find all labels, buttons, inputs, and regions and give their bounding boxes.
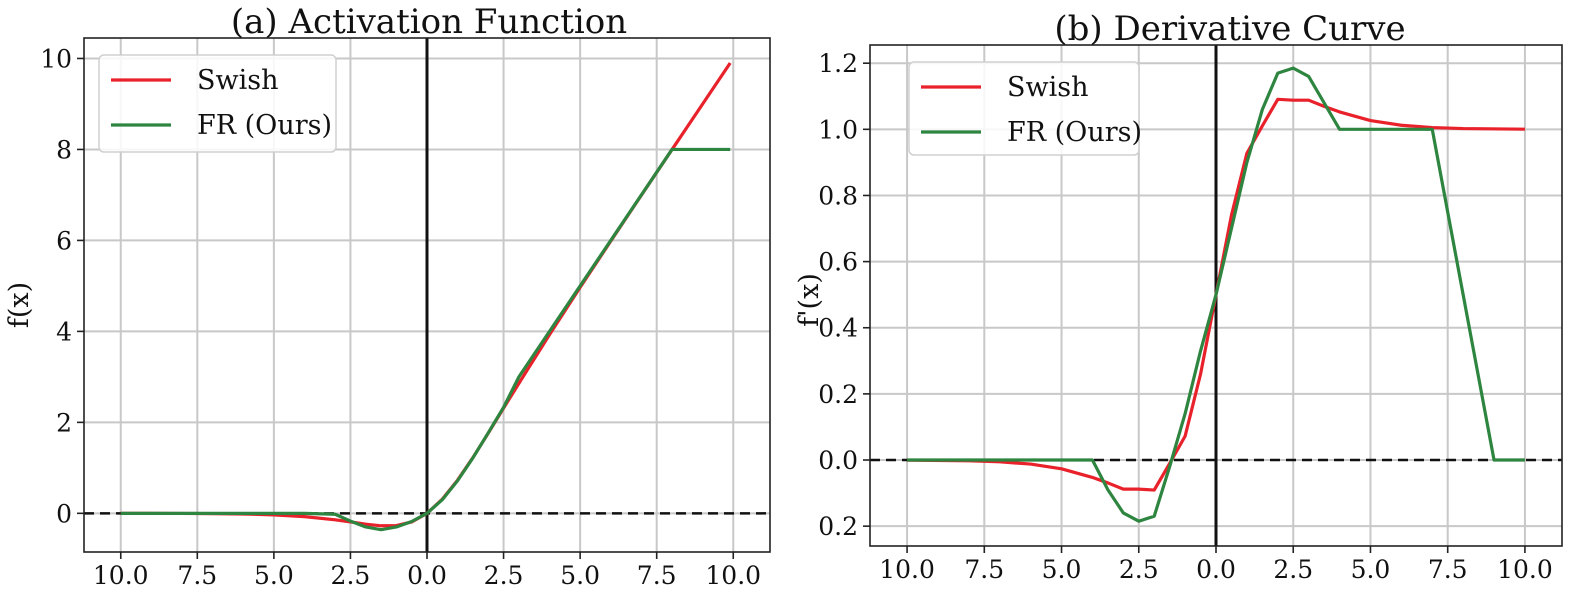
x-tick-label: 2.5 (1119, 555, 1159, 584)
x-tick-label: 5.0 (1351, 555, 1391, 584)
x-tick-label: 5.0 (1042, 555, 1082, 584)
chart-a-ylabel: f(x) (4, 282, 35, 328)
y-tick-label: 8 (56, 135, 72, 164)
derivative-curve-chart: (b) Derivative Curve f'(x) 10.0 7.5 5.0 2.5… (794, 9, 1563, 584)
y-tick-label: 0.4 (818, 314, 858, 343)
y-tick-label: 2 (56, 408, 72, 437)
x-tick-label: 2.5 (331, 561, 371, 590)
y-tick-label: 1.0 (818, 115, 858, 144)
x-tick-label: 7.5 (964, 555, 1004, 584)
y-tick-label: 6 (56, 226, 72, 255)
legend-label-swish: Swish (197, 65, 279, 96)
activation-function-chart: (a) Activation Function f(x) 10.0 7.5 5.0 2… (4, 2, 771, 590)
x-tick-label: 7.5 (177, 561, 217, 590)
legend: Swish FR (Ours) (98, 54, 337, 153)
x-tick-label: 7.5 (637, 561, 677, 590)
chart-b-title: (b) Derivative Curve (1054, 9, 1405, 49)
chart-a-title: (a) Activation Function (231, 2, 627, 42)
chart-b-ylabel: f'(x) (794, 273, 825, 327)
x-tick-label: 10.0 (93, 561, 149, 590)
y-tick-label: 10 (40, 44, 72, 73)
y-tick-label: 0.8 (818, 181, 858, 210)
x-tick-label: 10.0 (879, 555, 935, 584)
x-tick-label: 2.5 (484, 561, 524, 590)
x-tick-label: 10.0 (705, 561, 761, 590)
x-tick-label: 0.0 (407, 561, 447, 590)
y-tick-label: 0.6 (818, 248, 858, 277)
series-line-fr (120, 147, 731, 532)
x-tick-label: 7.5 (1428, 555, 1468, 584)
x-tick-label: 5.0 (254, 561, 294, 590)
legend-label-swish: Swish (1007, 72, 1089, 103)
legend-label-fr: FR (Ours) (197, 110, 332, 141)
x-tick-label: 10.0 (1497, 555, 1553, 584)
legend: Swish FR (Ours) (908, 61, 1142, 156)
y-tick-label: 0.2 (818, 380, 858, 409)
x-tick-label: 0.0 (1196, 555, 1236, 584)
legend-label-fr: FR (Ours) (1007, 117, 1142, 148)
x-tick-label: 5.0 (560, 561, 600, 590)
x-tick-label: 2.5 (1273, 555, 1313, 584)
series-line-fr (907, 66, 1525, 523)
y-tick-label: 0.2 (818, 512, 858, 541)
y-tick-label: 0 (56, 499, 72, 528)
y-tick-label: 1.2 (818, 49, 858, 78)
y-tick-label: 4 (56, 317, 72, 346)
y-tick-label: 0.0 (818, 446, 858, 475)
